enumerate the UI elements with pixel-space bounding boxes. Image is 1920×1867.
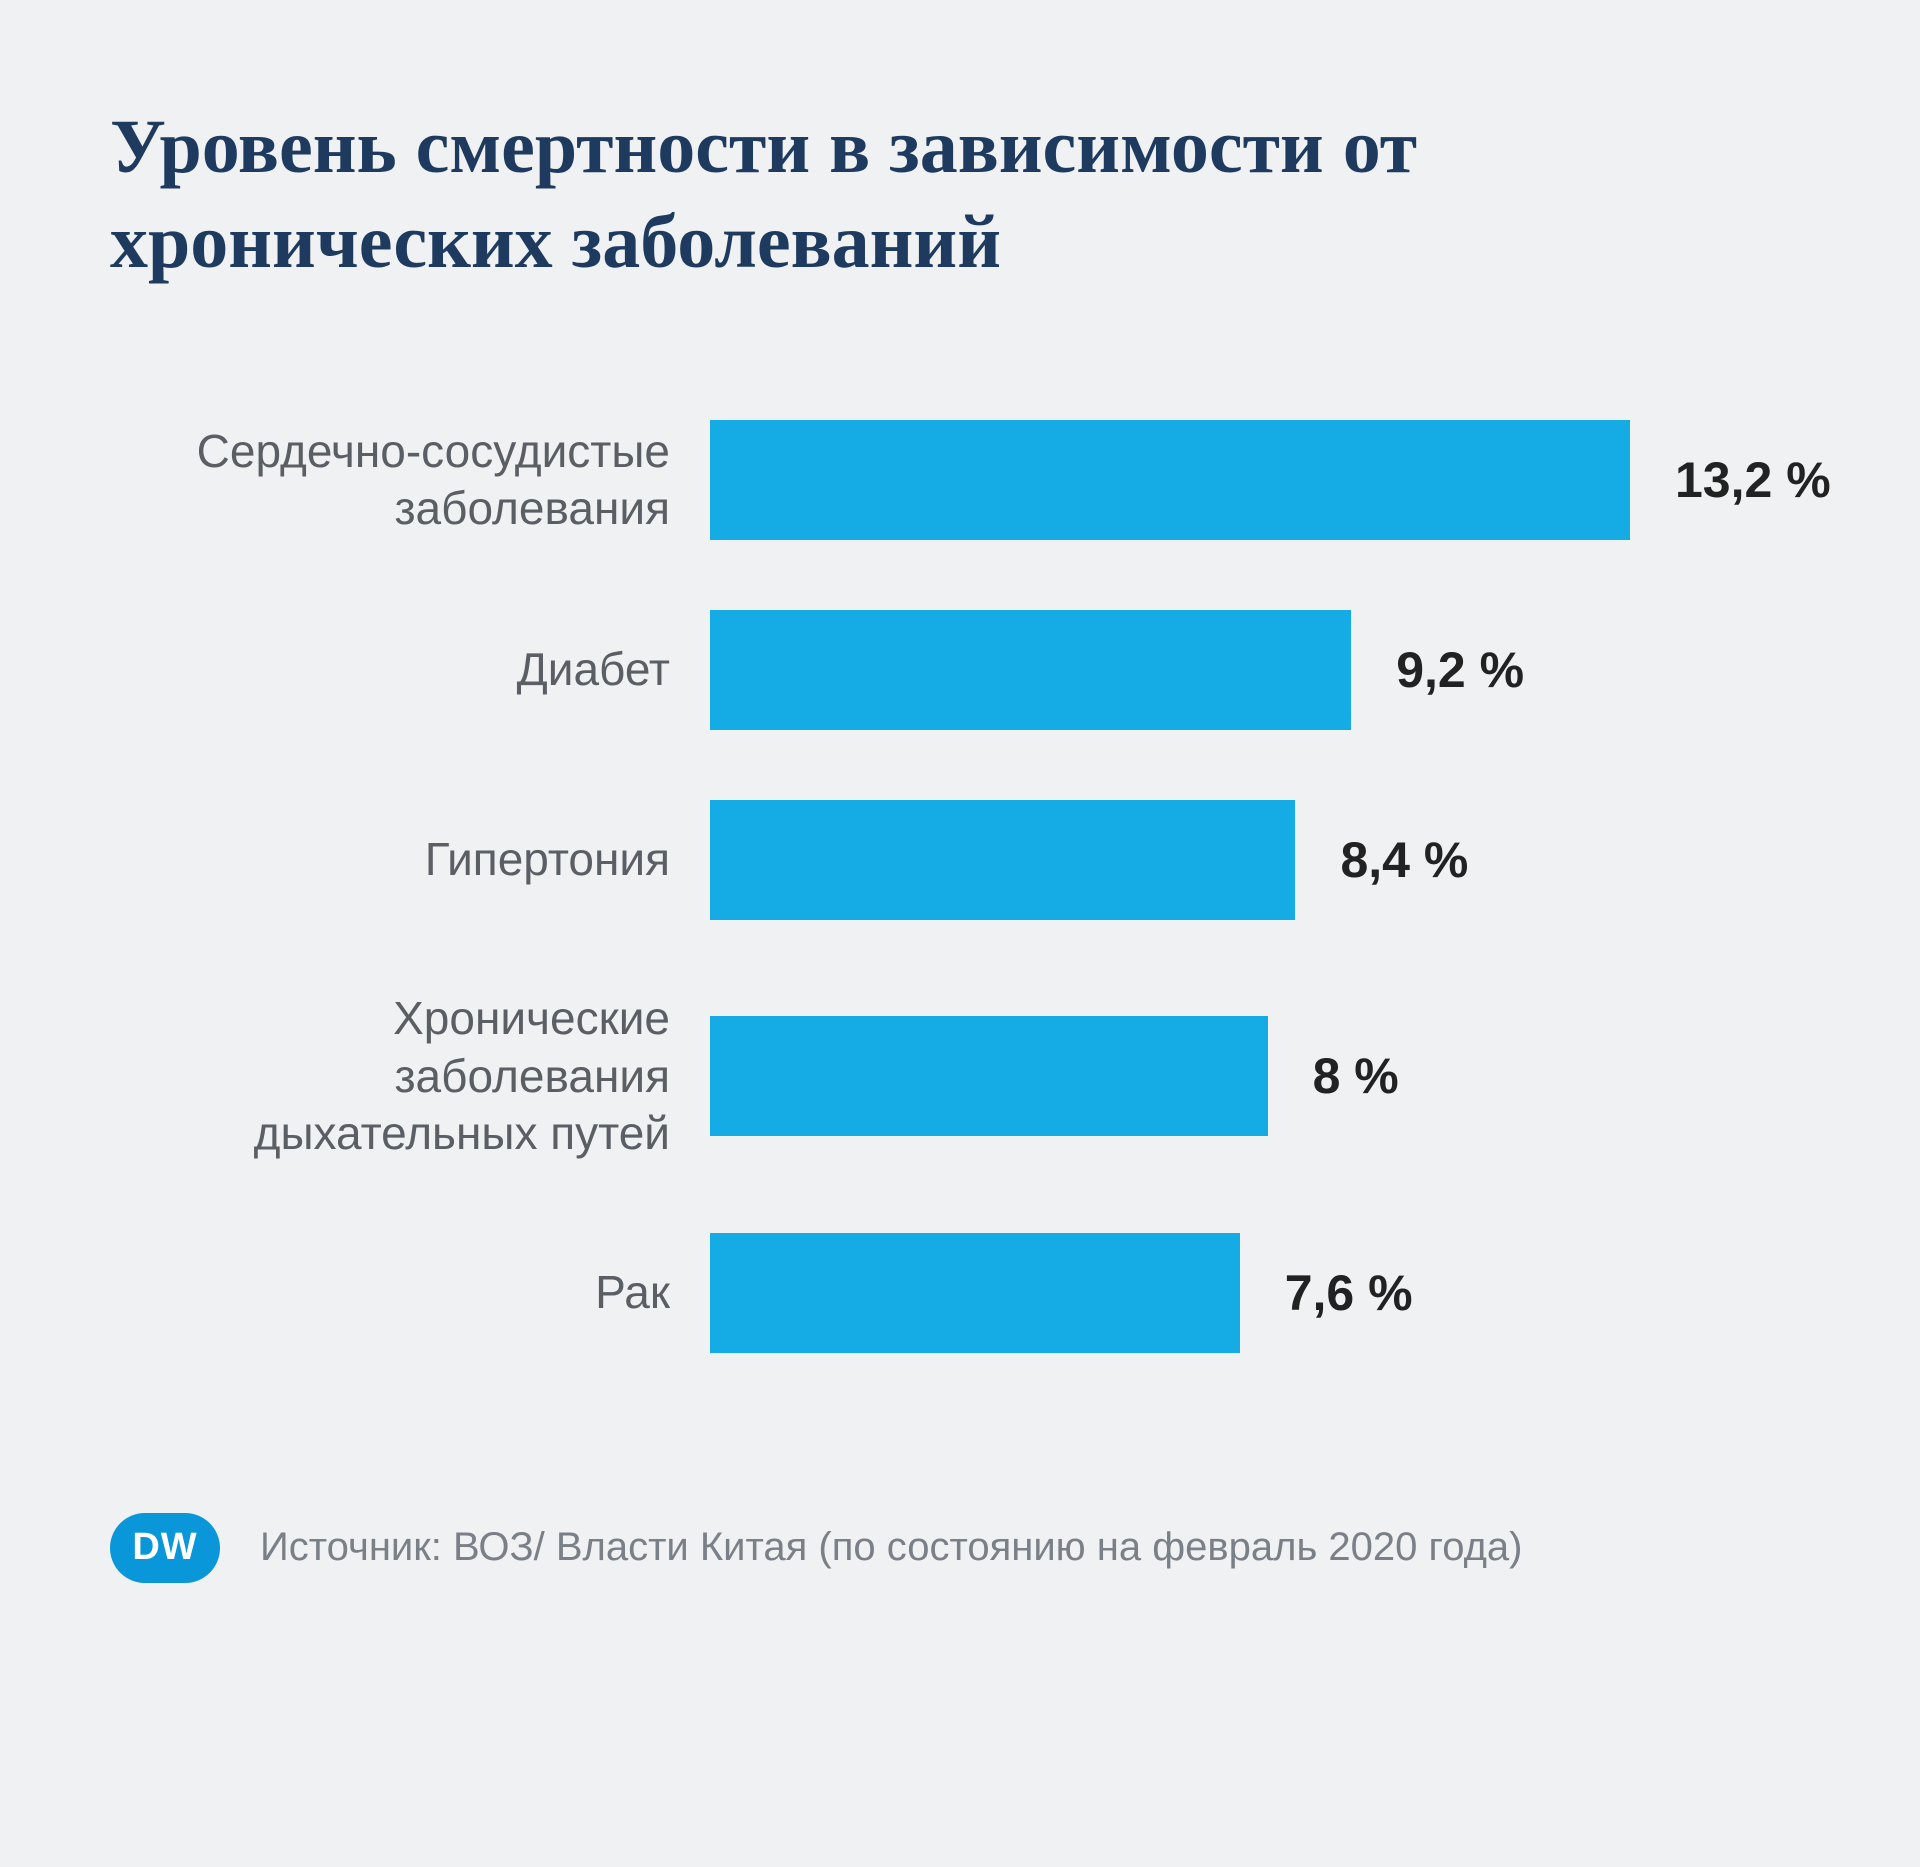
chart-row: Хронические заболевания дыхательных путе… <box>110 990 1810 1163</box>
infographic-container: Уровень смертности в зависимости от хрон… <box>0 0 1920 1663</box>
dw-logo-text: DW <box>132 1526 197 1569</box>
value-label: 8 % <box>1313 1047 1399 1105</box>
bar-chart: Сердечно-сосудистые заболевания13,2 % Диа… <box>110 420 1810 1353</box>
value-label: 9,2 % <box>1396 641 1524 699</box>
value-label: 7,6 % <box>1285 1264 1413 1322</box>
source-text: Источник: ВОЗ/ Власти Китая (по состояни… <box>260 1525 1523 1570</box>
category-label: Диабет <box>110 641 710 699</box>
bar <box>710 800 1295 920</box>
bar-area: 13,2 % <box>710 420 1831 540</box>
value-label: 8,4 % <box>1340 831 1468 889</box>
chart-title: Уровень смертности в зависимости от хрон… <box>110 100 1810 290</box>
value-label: 13,2 % <box>1675 451 1831 509</box>
bar <box>710 1016 1268 1136</box>
bar <box>710 420 1630 540</box>
dw-logo: DW <box>110 1513 220 1583</box>
chart-row: Сердечно-сосудистые заболевания13,2 % <box>110 420 1810 540</box>
chart-row: Гипертония 8,4 % <box>110 800 1810 920</box>
footer: DW Источник: ВОЗ/ Власти Китая (по состо… <box>110 1513 1810 1583</box>
category-label: Рак <box>110 1264 710 1322</box>
chart-row: Диабет 9,2 % <box>110 610 1810 730</box>
bar-area: 9,2 % <box>710 610 1810 730</box>
bar-area: 8,4 % <box>710 800 1810 920</box>
bar <box>710 610 1351 730</box>
category-label: Хронические заболевания дыхательных путе… <box>110 990 710 1163</box>
bar-area: 8 % <box>710 1016 1810 1136</box>
category-label: Сердечно-сосудистые заболевания <box>110 423 710 538</box>
chart-row: Рак 7,6 % <box>110 1233 1810 1353</box>
bar-area: 7,6 % <box>710 1233 1810 1353</box>
category-label: Гипертония <box>110 831 710 889</box>
bar <box>710 1233 1240 1353</box>
